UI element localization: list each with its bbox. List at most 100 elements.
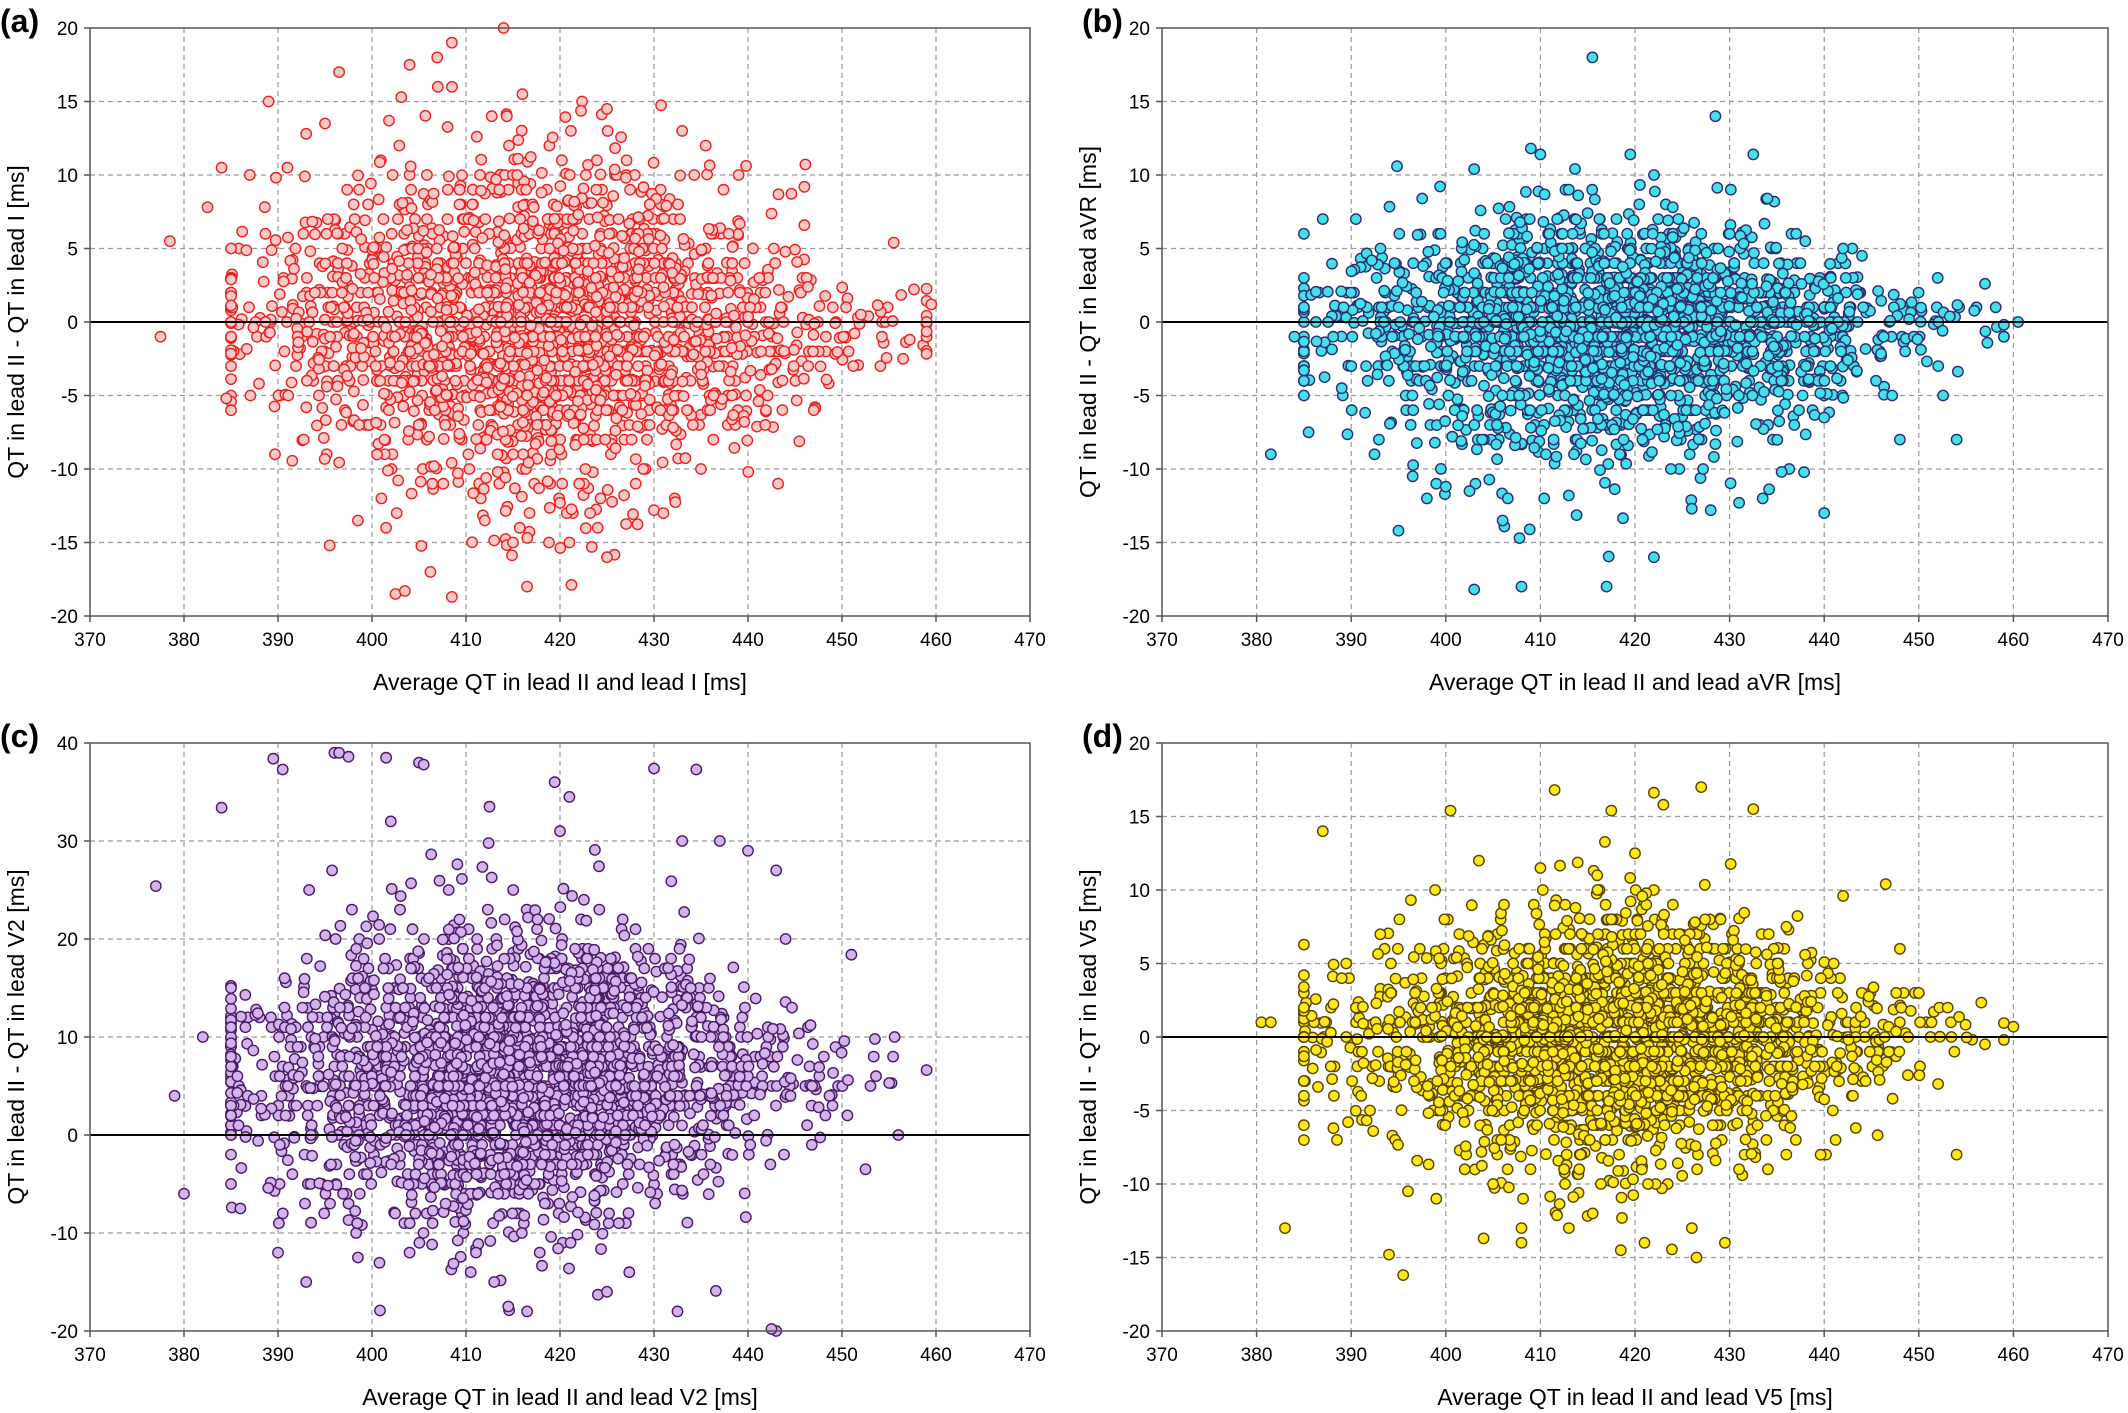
scatter-point: [728, 441, 741, 454]
scatter-point: [1298, 374, 1310, 387]
scatter-point: [511, 169, 524, 181]
y-tick-label: 0: [1139, 313, 1150, 334]
scatter-point: [1894, 433, 1906, 446]
scatter-point: [327, 360, 340, 372]
scatter-point: [372, 193, 385, 206]
scatter-point: [1567, 394, 1580, 406]
scatter-point: [648, 257, 661, 270]
scatter-point: [225, 360, 237, 372]
scatter-point: [1666, 201, 1679, 214]
scatter-point: [627, 508, 639, 521]
scatter-point: [380, 521, 392, 534]
scatter-point: [553, 443, 566, 456]
scatter-point: [419, 109, 432, 122]
scatter-point: [393, 360, 406, 372]
scatter-point: [1491, 453, 1504, 466]
scatter-point: [590, 290, 603, 303]
scatter-point: [1465, 374, 1478, 387]
scatter-point: [239, 989, 252, 1001]
scatter-point: [1381, 359, 1394, 372]
scatter-point: [629, 477, 642, 490]
scatter-point: [1492, 202, 1505, 215]
scatter-point: [1775, 465, 1788, 478]
scatter-point: [1695, 257, 1708, 270]
scatter-point: [1375, 301, 1388, 314]
scatter-point: [1298, 227, 1310, 240]
scatter-point: [657, 507, 670, 519]
scatter-point: [572, 344, 585, 357]
scatter-point: [747, 242, 759, 255]
scatter-points: [154, 22, 938, 603]
scatter-point: [337, 301, 350, 314]
scatter-point: [357, 374, 370, 386]
scatter-point: [648, 349, 661, 362]
scatter-point: [1598, 227, 1610, 240]
scatter-point: [1523, 213, 1536, 226]
scatter-point: [1707, 271, 1720, 284]
scatter-point: [759, 286, 772, 299]
scatter-point: [666, 266, 679, 279]
scatter-point: [1345, 404, 1358, 417]
scatter-point: [773, 283, 785, 296]
scatter-point: [609, 142, 621, 155]
scatter-point: [1456, 410, 1469, 422]
scatter-point: [1482, 390, 1495, 403]
scatter-point: [1571, 271, 1584, 284]
scatter-point: [759, 418, 772, 431]
scatter-point: [401, 224, 413, 237]
scatter-point: [353, 183, 365, 196]
scatter-point: [163, 235, 176, 248]
scatter-point: [1520, 185, 1532, 198]
scatter-point: [871, 299, 884, 312]
scatter-point: [426, 477, 439, 490]
scatter-point: [257, 275, 270, 288]
scatter-point: [1318, 371, 1331, 383]
scatter-point: [333, 66, 345, 79]
scatter-point: [769, 257, 782, 270]
scatter-point: [1524, 404, 1536, 417]
scatter-point: [225, 299, 237, 312]
scatter-point: [1767, 296, 1780, 308]
scatter-point: [1603, 346, 1615, 358]
scatter-point: [318, 313, 331, 326]
scatter-point: [642, 233, 655, 245]
scatter-point: [1872, 285, 1885, 297]
scatter-point: [1569, 163, 1581, 175]
scatter-point: [588, 419, 600, 432]
scatter-point: [1623, 244, 1636, 257]
scatter-point: [677, 232, 690, 245]
scatter-point: [533, 224, 545, 237]
scatter-point: [1886, 389, 1899, 402]
scatter-point: [1392, 301, 1405, 314]
panel-label: (a): [0, 3, 39, 39]
scatter-point: [1456, 365, 1469, 378]
scatter-point: [887, 236, 900, 249]
scatter-point: [1859, 343, 1872, 355]
scatter-point: [415, 287, 428, 299]
scatter-point: [424, 305, 437, 318]
scatter-point: [1586, 246, 1599, 259]
scatter-point: [367, 330, 379, 343]
scatter-point: [441, 213, 454, 226]
x-tick-label: 430: [1714, 630, 1746, 651]
scatter-point: [466, 198, 479, 211]
scatter-point: [324, 301, 337, 314]
scatter-point: [517, 286, 529, 299]
scatter-point: [468, 242, 481, 255]
scatter-point: [1699, 417, 1711, 430]
scatter-point: [312, 389, 325, 402]
scatter-point: [1298, 301, 1310, 314]
scatter-point: [1316, 213, 1329, 226]
scatter-point: [548, 212, 561, 225]
scatter-point: [1773, 257, 1785, 270]
scatter-point: [788, 343, 800, 356]
scatter-point: [551, 200, 563, 213]
scatter-point: [441, 121, 454, 133]
scatter-point: [690, 335, 702, 348]
scatter-point: [1568, 448, 1580, 461]
scatter-point: [1950, 433, 1963, 446]
scatter-point: [1499, 213, 1512, 226]
scatter-point: [807, 404, 820, 417]
scatter-point: [1998, 330, 2010, 343]
scatter-point: [739, 1211, 752, 1224]
